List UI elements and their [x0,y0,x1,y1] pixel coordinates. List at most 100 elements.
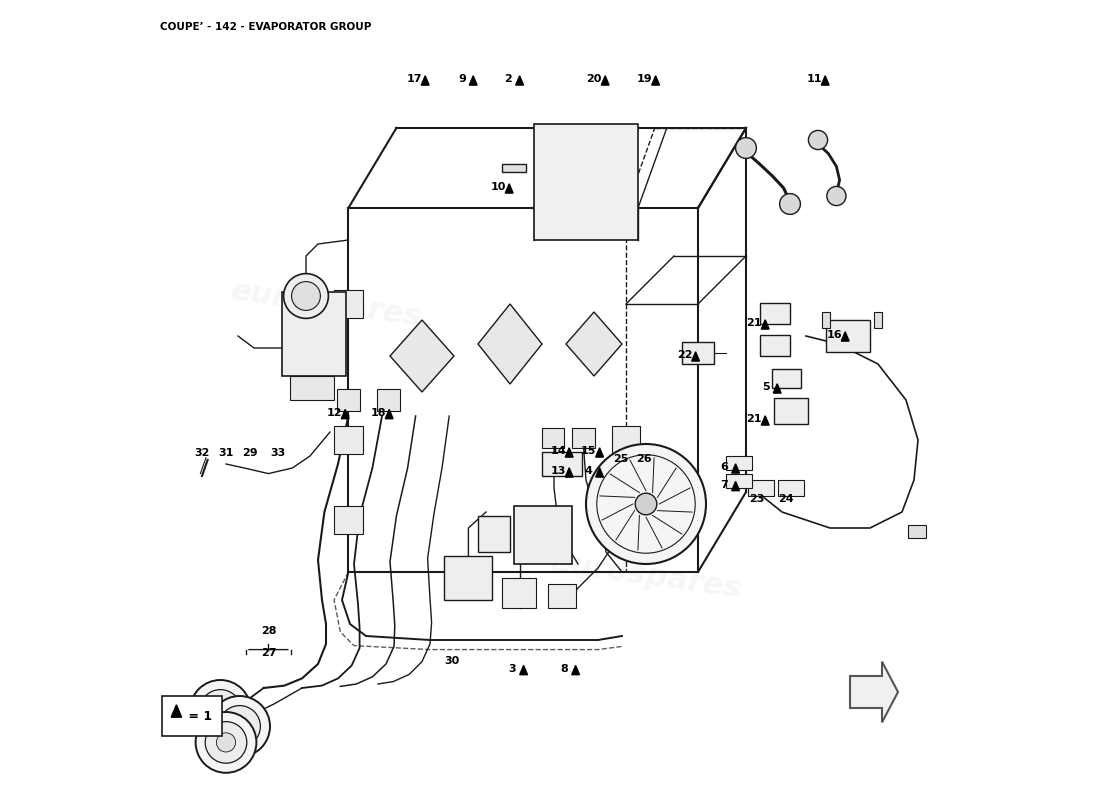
Text: eurospares: eurospares [229,276,424,332]
Polygon shape [596,448,604,457]
Bar [778,480,804,496]
Circle shape [206,722,246,763]
Polygon shape [761,416,769,425]
Bar [682,342,714,364]
Circle shape [284,274,329,318]
Polygon shape [596,468,604,477]
Polygon shape [572,666,580,674]
Circle shape [219,706,261,747]
Text: 16: 16 [826,330,842,340]
Circle shape [211,701,230,720]
Bar [290,376,334,400]
Bar [282,292,346,376]
Polygon shape [822,76,829,85]
Polygon shape [692,352,700,361]
Text: 14: 14 [550,446,565,456]
Circle shape [230,717,250,736]
Polygon shape [172,705,182,717]
Bar [572,428,595,448]
Bar [542,428,564,448]
Polygon shape [470,76,477,85]
Bar [334,290,363,318]
Text: 13: 13 [550,466,565,476]
Bar [338,389,360,411]
Bar [774,398,807,424]
Polygon shape [773,384,781,393]
Bar [760,335,790,356]
Bar [826,320,870,352]
Bar [549,584,576,608]
Circle shape [196,712,256,773]
Polygon shape [732,482,739,490]
Circle shape [292,282,320,310]
Text: 15: 15 [581,446,596,456]
Text: 27: 27 [261,648,276,658]
Polygon shape [390,320,454,392]
Polygon shape [565,468,573,477]
Polygon shape [566,312,621,376]
Bar [542,452,582,476]
Text: 19: 19 [637,74,652,84]
Bar [726,456,751,470]
Text: 21: 21 [746,414,761,424]
Polygon shape [850,662,898,722]
Bar [502,578,536,608]
Circle shape [808,130,827,150]
Text: 9: 9 [458,74,466,84]
Bar [909,525,926,538]
Polygon shape [421,76,429,85]
Text: 32: 32 [195,448,210,458]
Text: 24: 24 [778,494,794,504]
Circle shape [736,138,757,158]
Polygon shape [516,76,524,85]
Text: 26: 26 [637,454,652,464]
Bar [760,303,790,324]
Circle shape [190,680,251,741]
Bar [334,506,363,534]
Circle shape [586,444,706,564]
Text: 10: 10 [491,182,506,192]
Bar [612,506,640,534]
Text: 5: 5 [762,382,770,392]
Text: 17: 17 [406,74,421,84]
Bar [514,506,572,564]
Bar [334,426,363,454]
Bar [822,312,830,328]
Polygon shape [732,464,739,473]
Text: 2: 2 [505,74,513,84]
Bar [444,556,493,600]
Text: 21: 21 [746,318,761,328]
Circle shape [635,493,657,515]
Circle shape [827,186,846,206]
Circle shape [199,690,241,731]
Bar [534,124,638,240]
Polygon shape [478,304,542,384]
Text: 22: 22 [676,350,692,360]
Bar [162,696,222,736]
Text: 18: 18 [371,408,386,418]
Text: 23: 23 [749,494,764,504]
Text: 30: 30 [444,656,460,666]
Text: 29: 29 [242,448,257,458]
Bar [874,312,882,328]
Bar [748,480,774,496]
Circle shape [217,733,235,752]
Circle shape [209,696,270,757]
Text: 4: 4 [584,466,592,476]
Polygon shape [651,76,660,85]
Polygon shape [602,76,609,85]
Bar [377,389,399,411]
Text: 31: 31 [218,448,233,458]
Text: 3: 3 [508,664,516,674]
Text: 6: 6 [720,462,728,472]
Polygon shape [842,332,849,341]
Text: 28: 28 [261,626,276,636]
Circle shape [780,194,801,214]
Polygon shape [505,184,513,193]
Bar [726,474,751,488]
Polygon shape [385,410,393,418]
Text: 7: 7 [720,479,728,490]
Bar [772,369,801,388]
Bar [478,516,510,552]
Text: 11: 11 [806,74,822,84]
